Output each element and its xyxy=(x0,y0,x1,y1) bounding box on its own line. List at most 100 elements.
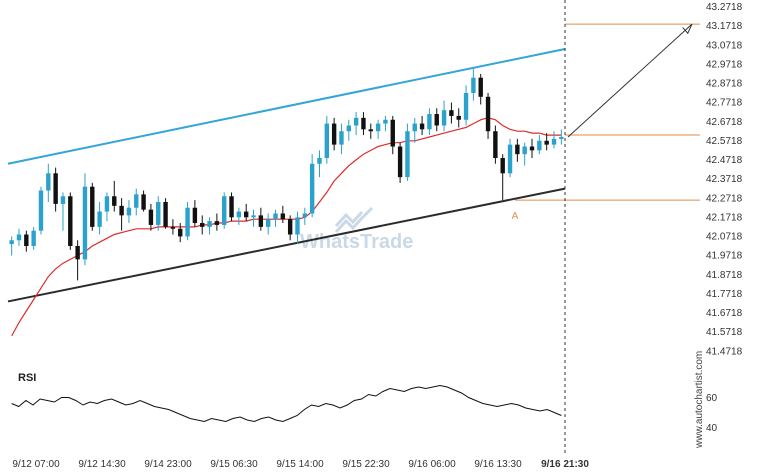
time-tick-label: 9/15 06:30 xyxy=(210,459,258,470)
candle xyxy=(551,131,557,149)
price-tick-label: 42.6718 xyxy=(706,117,743,128)
candle xyxy=(24,230,29,252)
candle-body xyxy=(383,119,388,124)
candle-body xyxy=(361,117,366,130)
candle-body xyxy=(222,196,227,225)
candle-body xyxy=(46,173,51,191)
candle-body xyxy=(434,114,439,126)
price-tick-label: 42.5718 xyxy=(706,136,743,147)
candle xyxy=(97,201,102,235)
candle-body xyxy=(119,205,124,216)
time-tick-label: 9/14 23:00 xyxy=(144,459,192,470)
candle-body xyxy=(251,215,256,218)
candle xyxy=(287,215,293,241)
candle-body xyxy=(412,123,417,132)
candle-body xyxy=(126,207,132,216)
candle xyxy=(353,112,359,136)
candle xyxy=(178,223,183,243)
moving-average-line xyxy=(11,117,562,337)
candle-body xyxy=(258,215,264,227)
candle-body xyxy=(163,201,168,227)
candle-body xyxy=(24,234,29,246)
candle-body xyxy=(302,213,308,218)
candle xyxy=(185,201,190,241)
time-tick-label: 9/15 22:30 xyxy=(342,459,390,470)
rsi-tick-label: 40 xyxy=(706,423,718,434)
candle-body xyxy=(60,196,66,204)
candle-body xyxy=(185,207,190,237)
candle xyxy=(170,219,176,235)
candle-body xyxy=(207,221,212,227)
candle xyxy=(119,198,124,231)
candle xyxy=(390,115,395,155)
candle-body xyxy=(478,77,483,97)
credit-text: www.autochartist.com xyxy=(694,351,705,449)
candle-body xyxy=(38,190,44,231)
candle-body xyxy=(112,196,117,206)
candle xyxy=(112,180,117,212)
candle-body xyxy=(375,123,381,132)
candle xyxy=(405,123,410,181)
candle xyxy=(222,192,227,229)
candle xyxy=(478,73,483,105)
current-time-label: 9/16 21:30 xyxy=(541,459,589,470)
candle-body xyxy=(214,221,220,225)
candle-body xyxy=(68,196,73,246)
point-label: A xyxy=(512,211,519,222)
candle xyxy=(346,119,351,141)
candle-body xyxy=(287,219,293,235)
candle-body xyxy=(493,131,498,159)
candle xyxy=(383,115,388,132)
candle xyxy=(441,100,447,132)
candle-body xyxy=(90,186,95,227)
candle xyxy=(141,190,146,212)
rsi-panel xyxy=(11,384,562,423)
candle-body xyxy=(544,140,549,145)
candle xyxy=(419,115,425,136)
candle xyxy=(265,213,271,235)
candle xyxy=(229,192,234,222)
candle-body xyxy=(449,110,454,116)
time-tick-label: 9/16 06:00 xyxy=(408,459,456,470)
candle xyxy=(449,102,454,124)
candle-body xyxy=(537,140,542,151)
candle-body xyxy=(148,209,154,225)
candle-body xyxy=(529,146,535,151)
candle xyxy=(397,142,403,183)
candle xyxy=(68,192,73,250)
candle-body xyxy=(75,245,80,260)
rsi-axis: 60 40 xyxy=(706,393,718,434)
candle xyxy=(134,188,139,216)
candle xyxy=(361,112,366,136)
candle-body xyxy=(295,217,300,235)
candle xyxy=(375,119,381,139)
candle-body xyxy=(104,196,110,212)
candle xyxy=(148,203,154,231)
time-tick-label: 9/16 13:30 xyxy=(474,459,522,470)
candle-body xyxy=(53,173,58,204)
candle xyxy=(412,117,417,143)
candle xyxy=(463,85,469,126)
candle xyxy=(302,207,308,225)
candle-body xyxy=(397,146,403,178)
moving-average-layer xyxy=(11,117,562,337)
candle-body xyxy=(353,117,359,126)
candle xyxy=(82,173,88,266)
price-tick-label: 41.4718 xyxy=(706,346,743,357)
candle xyxy=(507,138,513,178)
candle xyxy=(339,123,344,155)
rsi-tick-label: 60 xyxy=(706,393,718,404)
price-axis: 43.2718 43.1718 43.0718 42.9718 42.8718 42.77… xyxy=(706,2,743,357)
candle xyxy=(529,138,535,159)
candle-body xyxy=(368,129,373,132)
candle-body xyxy=(471,77,476,93)
watermark-logo-icon xyxy=(334,206,374,234)
candle xyxy=(258,207,264,231)
candle xyxy=(456,108,461,128)
candle xyxy=(192,200,198,227)
candle xyxy=(309,154,315,218)
candle xyxy=(280,205,286,224)
price-tick-label: 41.6718 xyxy=(706,308,743,319)
candle xyxy=(214,213,220,231)
candle-body xyxy=(265,219,271,227)
